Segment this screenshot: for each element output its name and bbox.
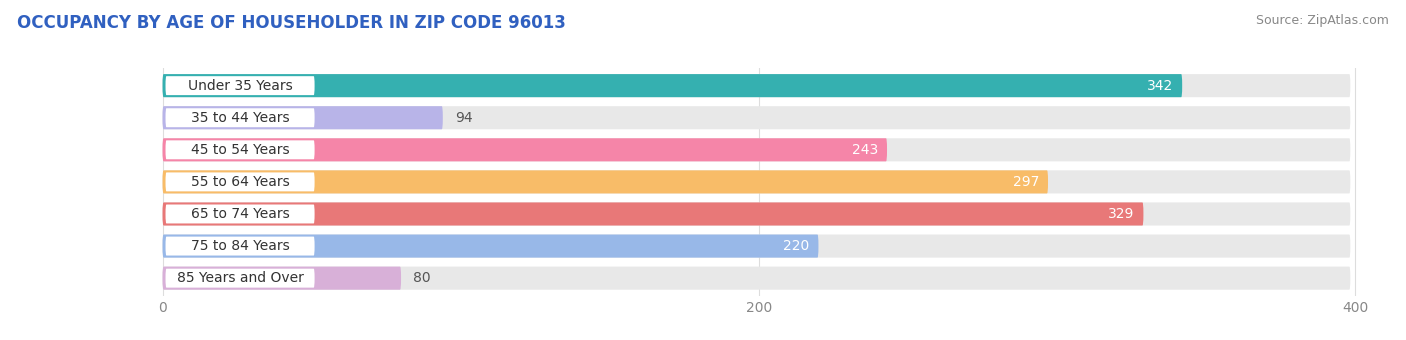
Text: 243: 243 bbox=[852, 143, 879, 157]
Text: 329: 329 bbox=[1108, 207, 1135, 221]
FancyBboxPatch shape bbox=[166, 172, 315, 191]
Text: 297: 297 bbox=[1012, 175, 1039, 189]
FancyBboxPatch shape bbox=[166, 205, 315, 223]
Text: 342: 342 bbox=[1147, 79, 1173, 92]
FancyBboxPatch shape bbox=[163, 170, 1350, 193]
FancyBboxPatch shape bbox=[163, 235, 1350, 258]
FancyBboxPatch shape bbox=[163, 202, 1143, 225]
Text: OCCUPANCY BY AGE OF HOUSEHOLDER IN ZIP CODE 96013: OCCUPANCY BY AGE OF HOUSEHOLDER IN ZIP C… bbox=[17, 14, 565, 32]
FancyBboxPatch shape bbox=[166, 108, 315, 127]
FancyBboxPatch shape bbox=[163, 138, 887, 162]
FancyBboxPatch shape bbox=[163, 106, 1350, 129]
FancyBboxPatch shape bbox=[163, 202, 1350, 225]
FancyBboxPatch shape bbox=[166, 237, 315, 256]
Text: 75 to 84 Years: 75 to 84 Years bbox=[191, 239, 290, 253]
FancyBboxPatch shape bbox=[163, 267, 1350, 290]
FancyBboxPatch shape bbox=[163, 106, 443, 129]
FancyBboxPatch shape bbox=[166, 76, 315, 95]
Text: 80: 80 bbox=[413, 271, 430, 285]
FancyBboxPatch shape bbox=[163, 235, 818, 258]
Text: 94: 94 bbox=[454, 111, 472, 125]
Text: Under 35 Years: Under 35 Years bbox=[187, 79, 292, 92]
FancyBboxPatch shape bbox=[163, 170, 1047, 193]
FancyBboxPatch shape bbox=[166, 269, 315, 288]
FancyBboxPatch shape bbox=[163, 74, 1182, 97]
FancyBboxPatch shape bbox=[163, 138, 1350, 162]
FancyBboxPatch shape bbox=[166, 140, 315, 159]
Text: 220: 220 bbox=[783, 239, 810, 253]
FancyBboxPatch shape bbox=[163, 267, 401, 290]
Text: 45 to 54 Years: 45 to 54 Years bbox=[191, 143, 290, 157]
Text: 65 to 74 Years: 65 to 74 Years bbox=[191, 207, 290, 221]
Text: 55 to 64 Years: 55 to 64 Years bbox=[191, 175, 290, 189]
FancyBboxPatch shape bbox=[163, 74, 1350, 97]
Text: Source: ZipAtlas.com: Source: ZipAtlas.com bbox=[1256, 14, 1389, 27]
Text: 85 Years and Over: 85 Years and Over bbox=[177, 271, 304, 285]
Text: 35 to 44 Years: 35 to 44 Years bbox=[191, 111, 290, 125]
